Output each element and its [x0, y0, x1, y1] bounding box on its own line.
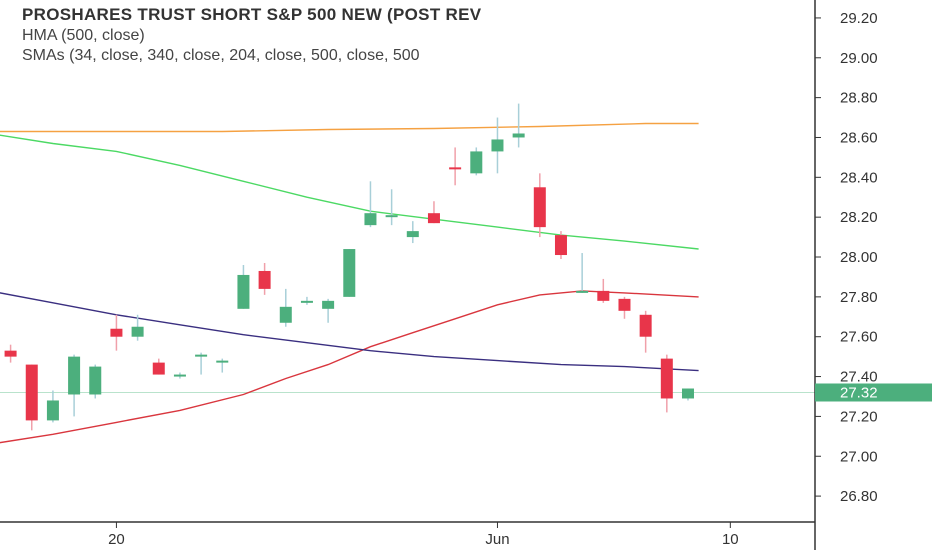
ma-line-orange — [0, 122, 699, 133]
candle-body — [237, 274, 250, 309]
candle-body — [46, 400, 59, 421]
candle-body — [4, 350, 17, 357]
price-tick-label: 27.20 — [840, 408, 878, 425]
candle-body — [364, 213, 377, 226]
candle-body — [660, 358, 673, 399]
candle-body — [533, 187, 546, 228]
price-tick-label: 28.00 — [840, 249, 878, 266]
price-tick-label: 29.20 — [840, 10, 878, 27]
price-tick-label: 27.60 — [840, 329, 878, 346]
candle-body — [343, 249, 356, 297]
candle-body — [131, 326, 144, 337]
candle-body — [152, 362, 165, 375]
candle-body — [195, 354, 208, 357]
price-tick-label: 27.00 — [840, 448, 878, 465]
price-tick-label: 29.00 — [840, 50, 878, 67]
candle-body — [258, 270, 271, 289]
candle-body — [406, 231, 419, 238]
candle-body — [597, 290, 610, 301]
last-price-badge — [815, 383, 932, 402]
candle-body — [681, 388, 694, 399]
candle-body — [216, 360, 229, 363]
indicator-lines — [0, 122, 815, 444]
time-tick-label: 10 — [722, 531, 739, 548]
candle-body — [491, 139, 504, 152]
price-tick-label: 28.40 — [840, 169, 878, 186]
candle-body — [470, 151, 483, 174]
candle-body — [89, 366, 102, 395]
price-tick-label: 28.20 — [840, 209, 878, 226]
candle-body — [449, 167, 462, 170]
time-tick-label: 20 — [108, 531, 125, 548]
candle-body — [576, 290, 589, 293]
ma-line-red — [0, 290, 699, 444]
time-tick-label: Jun — [485, 531, 509, 548]
ma-line-purple — [0, 292, 699, 372]
candle-body — [322, 300, 335, 309]
candle-body — [25, 364, 38, 421]
price-tick-label: 28.60 — [840, 129, 878, 146]
candle-body — [110, 328, 123, 337]
candle-body — [512, 133, 525, 138]
last-price-label: 27.32 — [840, 384, 878, 401]
candle-body — [427, 213, 440, 224]
candle-body — [385, 215, 398, 218]
candle-body — [554, 235, 567, 256]
price-tick-label: 27.40 — [840, 369, 878, 386]
ma-line-green — [0, 134, 699, 250]
price-tick-label: 27.80 — [840, 289, 878, 306]
candle-body — [68, 356, 81, 395]
candle-body — [639, 314, 652, 337]
candle-body — [279, 306, 292, 323]
price-tick-label: 28.80 — [840, 90, 878, 107]
candles — [4, 103, 694, 431]
candle-body — [173, 374, 186, 377]
candle-body — [618, 298, 631, 311]
candle-body — [300, 300, 313, 303]
price-tick-label: 26.80 — [840, 488, 878, 505]
